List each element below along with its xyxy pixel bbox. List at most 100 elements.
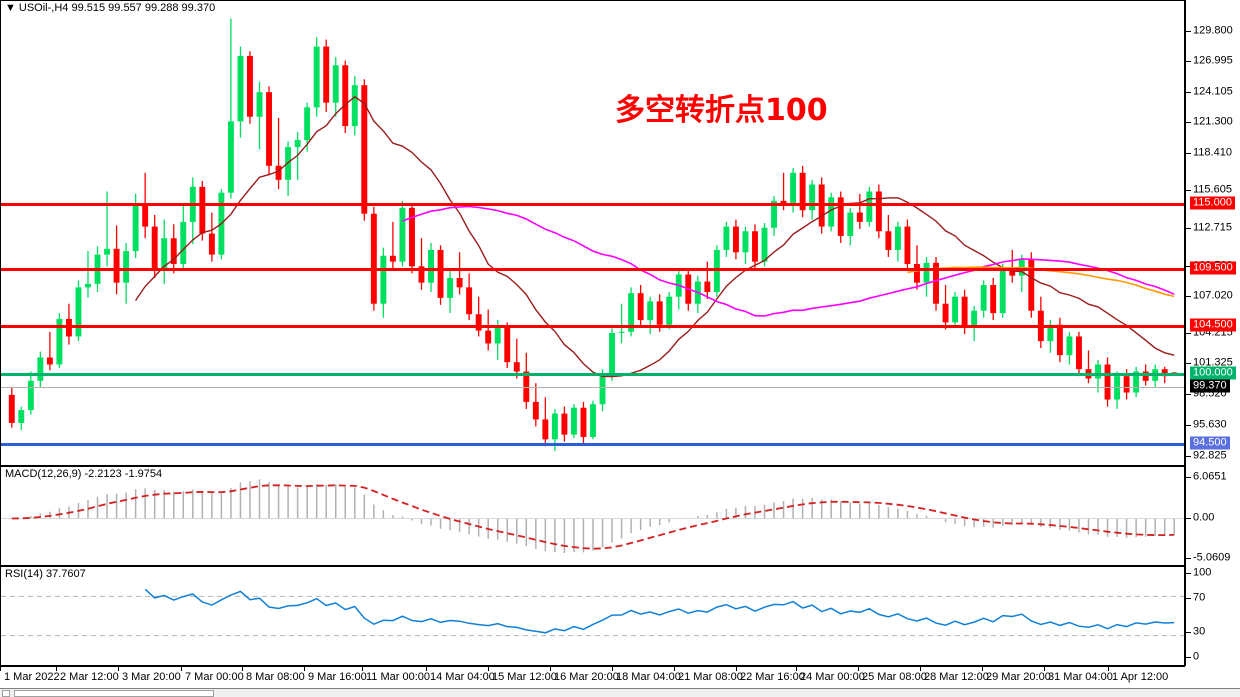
time-tick <box>1044 667 1045 671</box>
time-tick-label: 25 Mar 08:00 <box>862 671 927 683</box>
price-level-line[interactable] <box>1 443 1184 446</box>
macd-tick-label: 0.00 <box>1193 511 1215 524</box>
price-tick <box>1186 153 1191 154</box>
time-tick-label: 28 Mar 12:00 <box>924 671 989 683</box>
time-tick-label: 2 Mar 12:00 <box>60 671 119 683</box>
time-tick <box>362 667 363 671</box>
ma-line-fast <box>135 95 1175 378</box>
rsi-tick <box>1186 573 1191 574</box>
price-tick <box>1186 228 1191 229</box>
ma-line-mid <box>402 205 1175 317</box>
time-tick-label: 8 Mar 08:00 <box>246 671 305 683</box>
price-tick <box>1186 296 1191 297</box>
price-level-line[interactable] <box>1 325 1184 328</box>
time-tick-label: 22 Mar 16:00 <box>740 671 805 683</box>
macd-axis[interactable]: 6.0651 0.00 -5.0609 <box>1185 466 1240 566</box>
price-tick-label: 98.520 <box>1193 387 1227 400</box>
macd-panel[interactable]: MACD(12,26,9) -2.2123 -1.9754 <box>0 466 1185 566</box>
rsi-tick-label: 30 <box>1193 625 1206 638</box>
price-tick <box>1186 92 1191 93</box>
time-tick-label: 3 Mar 20:00 <box>122 671 181 683</box>
macd-tick <box>1186 477 1191 478</box>
time-tick <box>858 667 859 671</box>
price-tick-label: 118.410 <box>1193 146 1232 159</box>
price-level-line[interactable] <box>1 203 1184 206</box>
rsi-panel[interactable]: RSI(14) 37.7607 <box>0 566 1185 666</box>
macd-plot <box>1 479 1184 553</box>
price-tick-label: 129.800 <box>1193 24 1233 37</box>
price-tick-label: 112.715 <box>1193 221 1232 234</box>
price-tick <box>1186 190 1191 191</box>
price-level-badge[interactable]: 109.500 <box>1190 261 1236 275</box>
chart-annotation-text: 多空转折点100 <box>615 93 828 128</box>
time-tick <box>426 667 427 671</box>
price-tick-label: 104.215 <box>1193 326 1233 339</box>
price-tick <box>1186 266 1191 267</box>
rsi-plot <box>1 588 1184 637</box>
rsi-tick <box>1186 657 1191 658</box>
price-level-line[interactable] <box>1 373 1184 376</box>
price-tick-label: 124.105 <box>1193 85 1233 98</box>
time-tick-label: 15 Mar 12:00 <box>492 671 557 683</box>
time-tick <box>796 667 797 671</box>
time-tick-label: 21 Mar 08:00 <box>678 671 743 683</box>
time-tick-label: 29 Mar 20:00 <box>986 671 1051 683</box>
price-tick <box>1186 31 1191 32</box>
price-level-badge[interactable]: 100.000 <box>1190 366 1236 380</box>
price-level-line[interactable] <box>1 268 1184 271</box>
price-level-badge[interactable]: 115.000 <box>1190 196 1235 210</box>
macd-tick-label: 6.0651 <box>1193 470 1227 483</box>
price-tick <box>1186 333 1191 334</box>
price-tick <box>1186 363 1191 364</box>
rsi-tick <box>1186 598 1191 599</box>
time-tick-label: 7 Mar 00:00 <box>185 671 244 683</box>
macd-tick-label: -5.0609 <box>1193 551 1231 564</box>
time-tick <box>304 667 305 671</box>
price-tick <box>1186 122 1191 123</box>
time-tick <box>674 667 675 671</box>
price-tick-label: 121.300 <box>1193 115 1233 128</box>
price-level-badge[interactable]: 99.370 <box>1190 379 1230 393</box>
rsi-tick-label: 100 <box>1193 566 1212 579</box>
time-tick <box>736 667 737 671</box>
price-level-line[interactable] <box>1 387 1184 388</box>
time-tick <box>1108 667 1109 671</box>
time-tick <box>612 667 613 671</box>
collapse-triangle-icon[interactable]: ▼ <box>5 2 16 14</box>
time-tick <box>118 667 119 671</box>
price-tick-label: 126.995 <box>1193 54 1233 67</box>
price-tick <box>1186 394 1191 395</box>
time-tick <box>488 667 489 671</box>
rsi-title: RSI(14) 37.7607 <box>5 568 88 580</box>
ma-line-slow <box>907 266 1175 298</box>
time-tick <box>56 667 57 671</box>
rsi-axis[interactable]: 100 70 30 0 <box>1185 566 1240 666</box>
time-tick <box>550 667 551 671</box>
time-tick-label: 24 Mar 00:00 <box>800 671 865 683</box>
price-tick <box>1186 425 1191 426</box>
price-tick-label: 107.020 <box>1193 289 1233 302</box>
time-tick <box>0 667 1 671</box>
time-tick-label: 1 Mar 2022 <box>4 671 60 683</box>
time-tick <box>242 667 243 671</box>
symbol-header: ▼ USOil-,H4 99.515 99.557 99.288 99.370 <box>5 2 218 14</box>
time-tick-label: 31 Mar 04:00 <box>1048 671 1113 683</box>
time-tick-label: 11 Mar 00:00 <box>366 671 431 683</box>
price-chart-panel[interactable]: ▼ USOil-,H4 99.515 99.557 99.288 99.370 <box>0 0 1185 466</box>
price-tick <box>1186 456 1191 457</box>
price-axis[interactable]: 129.800 126.995 124.105 121.300 118.410 115.6… <box>1185 0 1240 466</box>
price-level-badge[interactable]: 104.500 <box>1190 318 1236 332</box>
price-level-badge[interactable]: 94.500 <box>1190 436 1230 450</box>
time-tick-label: 1 Apr 12:00 <box>1112 671 1169 683</box>
rsi-tick-label: 0 <box>1193 650 1200 663</box>
time-tick-label: 18 Mar 04:00 <box>616 671 681 683</box>
time-tick-label: 14 Mar 04:00 <box>430 671 495 683</box>
macd-tick <box>1186 518 1191 519</box>
rsi-tick-label: 70 <box>1193 591 1206 604</box>
time-tick <box>181 667 182 671</box>
price-tick-label: 92.825 <box>1193 449 1227 462</box>
symbol-header-text: USOil-,H4 99.515 99.557 99.288 99.370 <box>18 2 216 14</box>
time-tick <box>982 667 983 671</box>
price-tick-label: 115.605 <box>1193 183 1232 196</box>
price-tick-label: 95.630 <box>1193 418 1227 431</box>
